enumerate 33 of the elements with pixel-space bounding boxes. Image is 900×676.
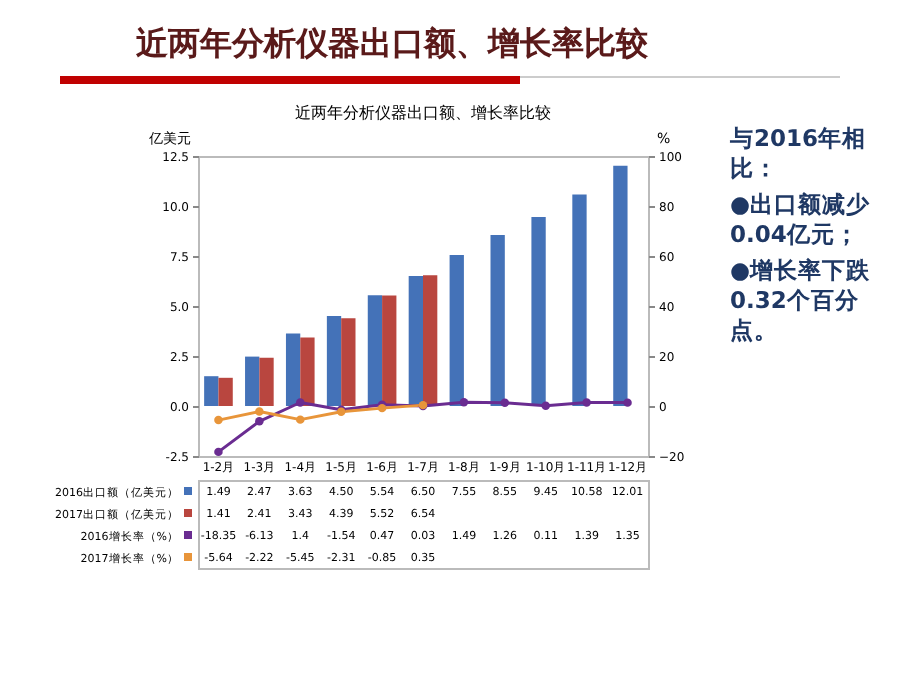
- bar: [531, 217, 546, 406]
- text: ●出口额减少0.04亿元；: [730, 190, 873, 250]
- bar: [449, 255, 464, 406]
- bar: [382, 295, 397, 406]
- bar: [300, 337, 315, 406]
- bar: [367, 295, 383, 406]
- bar: [341, 318, 356, 406]
- bar: [259, 357, 274, 406]
- point: [255, 417, 264, 426]
- bar: [490, 235, 505, 406]
- bar: [572, 194, 587, 406]
- point: [582, 398, 591, 407]
- text: 与2016年相比：: [730, 124, 869, 184]
- point: [255, 407, 264, 416]
- point: [541, 401, 550, 410]
- chart-subtitle: 近两年分析仪器出口额、增长率比较: [295, 104, 551, 122]
- point: [500, 398, 510, 408]
- point: [214, 415, 223, 425]
- bar: [326, 316, 342, 406]
- bar: [408, 276, 423, 406]
- bar: [423, 275, 438, 406]
- bar: [204, 376, 219, 406]
- bar: [285, 333, 301, 406]
- point: [623, 398, 632, 407]
- point: [459, 398, 469, 407]
- point: [296, 398, 305, 407]
- point: [296, 415, 305, 424]
- text: ●增长率下跌0.32个百分点。: [730, 256, 873, 346]
- bar: [218, 377, 233, 406]
- chart-title: 近两年分析仪器出口额、增长率比较: [136, 24, 648, 66]
- point: [214, 447, 223, 457]
- bar: [613, 165, 628, 406]
- bar: [245, 356, 260, 406]
